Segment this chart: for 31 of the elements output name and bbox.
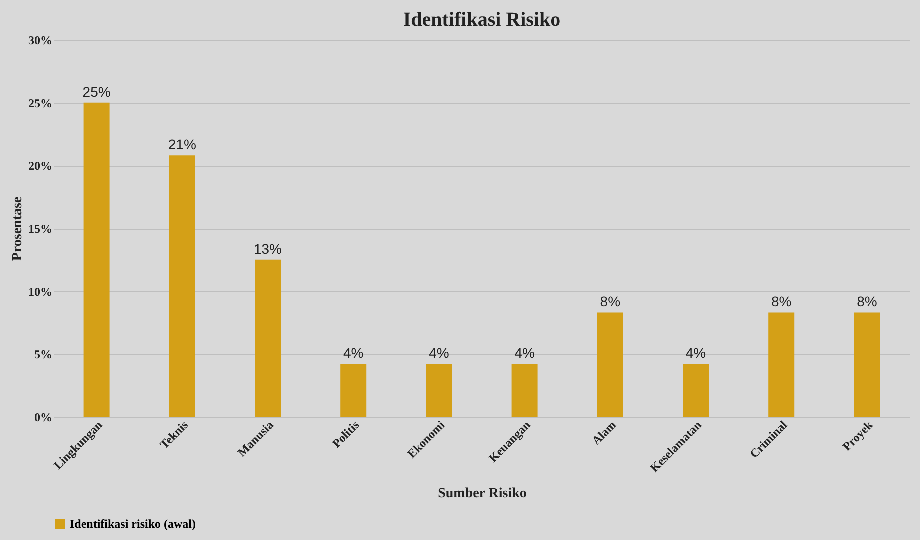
- bar: [512, 364, 538, 417]
- data-label: 4%: [686, 345, 706, 362]
- data-label: 4%: [343, 345, 364, 362]
- bar: [340, 364, 367, 417]
- y-tick-label: 15%: [28, 222, 52, 236]
- y-tick-label: 30%: [28, 34, 52, 48]
- bar: [597, 312, 624, 417]
- bar: [854, 312, 880, 417]
- data-label: 21%: [168, 136, 196, 153]
- data-label: 25%: [82, 84, 111, 100]
- y-tick-label: 20%: [28, 159, 52, 174]
- legend-label: Identifikasi risiko (awal): [70, 517, 196, 531]
- y-tick-label: 0%: [34, 410, 52, 424]
- y-tick-label: 25%: [28, 96, 52, 110]
- bar: [84, 102, 110, 417]
- bar: [169, 156, 196, 417]
- bar: [255, 260, 281, 417]
- data-label: 4%: [514, 345, 535, 362]
- data-label: 13%: [254, 240, 282, 257]
- data-label: 4%: [429, 345, 450, 362]
- chart-title: Identifikasi Risiko: [403, 9, 561, 31]
- bar: [683, 364, 709, 417]
- data-label: 8%: [771, 294, 792, 310]
- data-label: 8%: [600, 294, 621, 310]
- y-tick-label: 5%: [34, 348, 52, 362]
- bar: [768, 312, 795, 417]
- data-label: 8%: [857, 294, 878, 310]
- y-axis-title: Prosentase: [10, 196, 26, 262]
- bar: [426, 364, 452, 417]
- x-axis-title: Sumber Risiko: [438, 486, 527, 502]
- y-tick-label: 10%: [28, 284, 52, 299]
